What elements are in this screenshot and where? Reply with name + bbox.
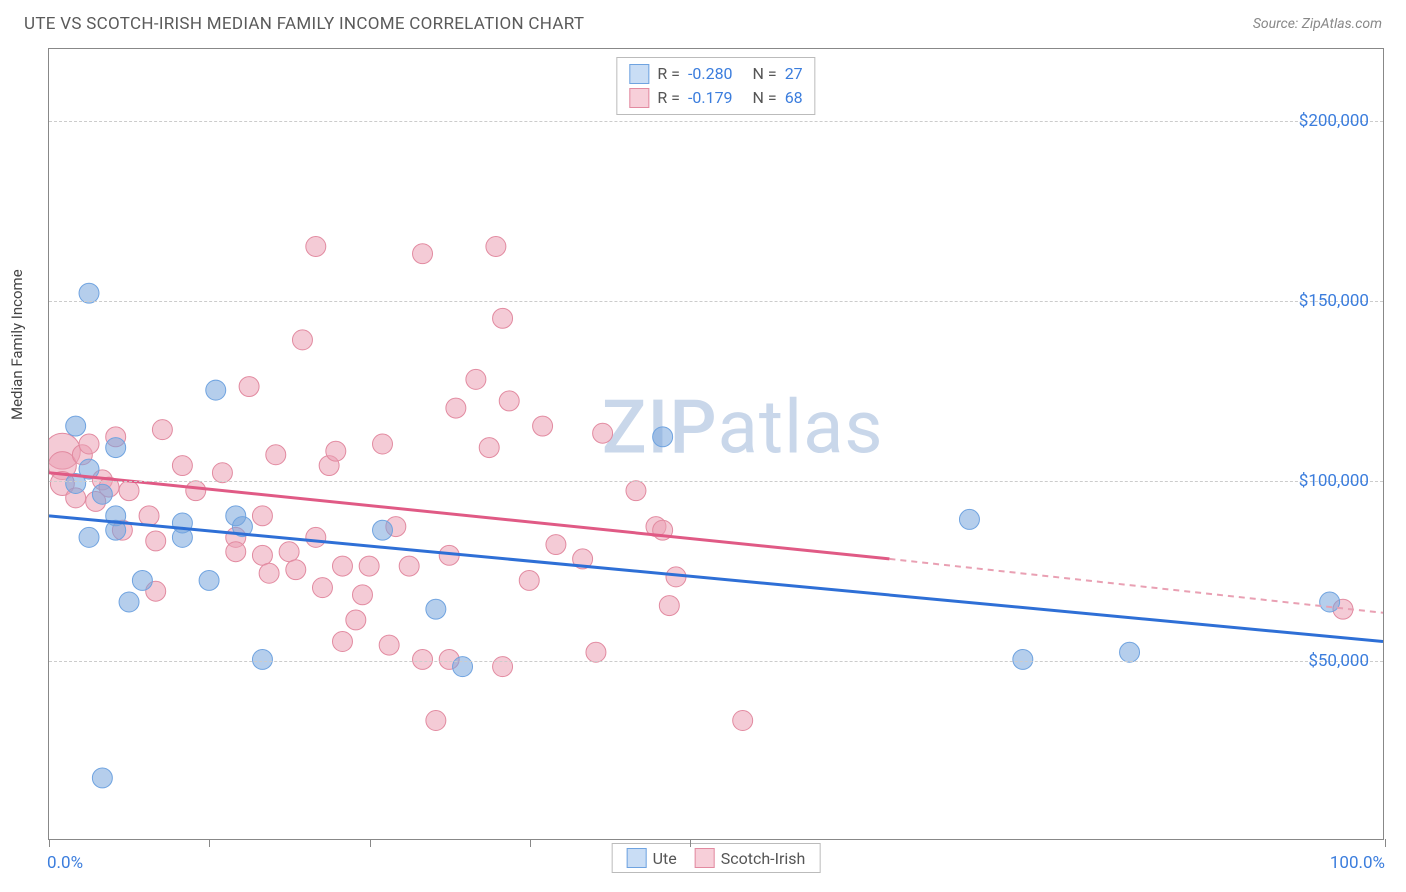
x-tick: [1385, 839, 1386, 847]
x-tick: [370, 839, 371, 847]
y-tick-label: $200,000: [1299, 111, 1369, 131]
swatch-ute: [627, 848, 647, 868]
swatch-scotch-irish: [695, 848, 715, 868]
x-tick: [690, 839, 691, 847]
legend: Ute Scotch-Irish: [612, 843, 821, 873]
x-tick: [209, 839, 210, 847]
source-attribution: Source: ZipAtlas.com: [1253, 16, 1382, 32]
x-tick: [530, 839, 531, 847]
y-tick-label: $150,000: [1299, 291, 1369, 311]
correlation-stats-box: R = -0.280 N = 27 R = -0.179 N = 68: [616, 57, 815, 115]
y-tick-label: $100,000: [1299, 471, 1369, 491]
legend-item-ute: Ute: [627, 848, 677, 868]
legend-label: Scotch-Irish: [721, 849, 806, 868]
x-axis-max-label: 100.0%: [1330, 853, 1385, 873]
watermark: ZIPatlas: [602, 385, 884, 472]
r-label: R =: [657, 86, 680, 110]
chart-title: UTE VS SCOTCH-IRISH MEDIAN FAMILY INCOME…: [24, 14, 584, 34]
n-value: 27: [785, 62, 803, 86]
n-value: 68: [785, 86, 803, 110]
gridline: [49, 661, 1383, 662]
y-tick-label: $50,000: [1308, 651, 1369, 671]
gridline: [49, 121, 1383, 122]
stats-row-scotch-irish: R = -0.179 N = 68: [629, 86, 802, 110]
legend-item-scotch-irish: Scotch-Irish: [695, 848, 806, 868]
r-value: -0.280: [688, 62, 733, 86]
gridline: [49, 301, 1383, 302]
legend-label: Ute: [653, 849, 677, 868]
r-label: R =: [657, 62, 680, 86]
n-label: N =: [753, 86, 777, 110]
y-axis-label: Median Family Income: [8, 269, 26, 420]
stats-row-ute: R = -0.280 N = 27: [629, 62, 802, 86]
x-axis-min-label: 0.0%: [47, 853, 83, 873]
swatch-ute: [629, 64, 649, 84]
gridline: [49, 481, 1383, 482]
chart-plot-area: ZIPatlas R = -0.280 N = 27 R = -0.179 N …: [48, 48, 1384, 840]
x-tick: [49, 839, 50, 847]
swatch-scotch-irish: [629, 88, 649, 108]
n-label: N =: [753, 62, 777, 86]
r-value: -0.179: [688, 86, 733, 110]
